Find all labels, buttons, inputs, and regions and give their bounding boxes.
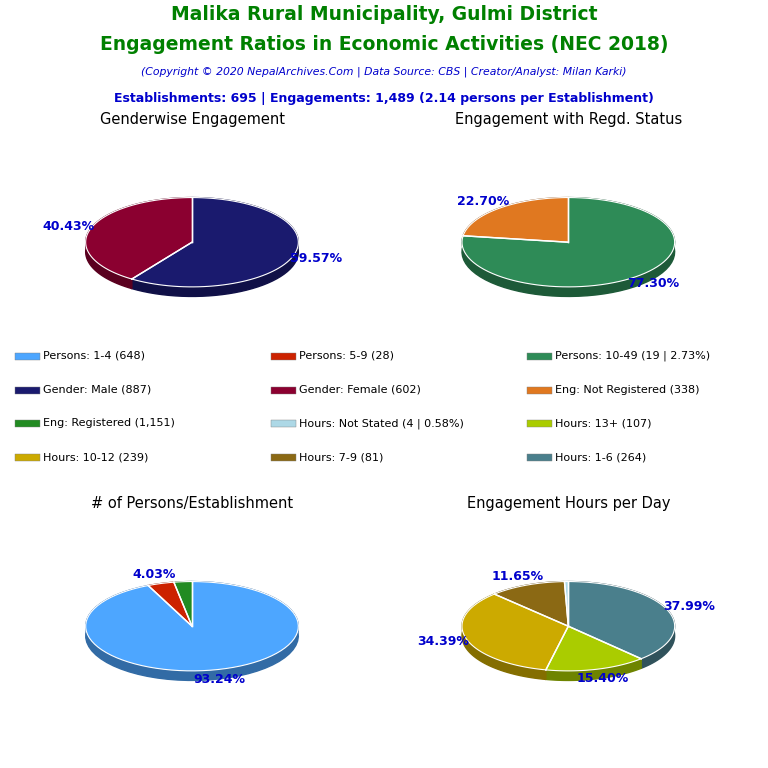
Text: 4.03%: 4.03% xyxy=(132,568,176,581)
Text: 77.30%: 77.30% xyxy=(627,277,679,290)
Text: Engagement Ratios in Economic Activities (NEC 2018): Engagement Ratios in Economic Activities… xyxy=(100,35,668,54)
Text: Hours: Not Stated (4 | 0.58%): Hours: Not Stated (4 | 0.58%) xyxy=(299,419,464,429)
Text: Eng: Not Registered (338): Eng: Not Registered (338) xyxy=(555,385,700,395)
Bar xyxy=(271,421,296,427)
Polygon shape xyxy=(564,581,568,626)
Polygon shape xyxy=(132,197,298,296)
Text: Hours: 1-6 (264): Hours: 1-6 (264) xyxy=(555,452,646,462)
Bar xyxy=(528,386,551,393)
Text: Engagement with Regd. Status: Engagement with Regd. Status xyxy=(455,111,682,127)
Polygon shape xyxy=(495,581,568,626)
Text: 40.43%: 40.43% xyxy=(42,220,94,233)
Text: 34.39%: 34.39% xyxy=(418,634,469,647)
Text: Malika Rural Municipality, Gulmi District: Malika Rural Municipality, Gulmi Distric… xyxy=(170,5,598,24)
Text: Hours: 10-12 (239): Hours: 10-12 (239) xyxy=(43,452,148,462)
Polygon shape xyxy=(568,581,674,668)
Polygon shape xyxy=(148,582,174,595)
Bar xyxy=(271,455,296,461)
Bar xyxy=(15,455,40,461)
Text: # of Persons/Establishment: # of Persons/Establishment xyxy=(91,495,293,511)
Text: (Copyright © 2020 NepalArchives.Com | Data Source: CBS | Creator/Analyst: Milan : (Copyright © 2020 NepalArchives.Com | Da… xyxy=(141,67,627,78)
Polygon shape xyxy=(174,581,192,592)
Text: Persons: 10-49 (19 | 2.73%): Persons: 10-49 (19 | 2.73%) xyxy=(555,351,710,361)
Bar xyxy=(528,353,551,359)
Polygon shape xyxy=(86,197,192,289)
Text: 93.24%: 93.24% xyxy=(194,673,245,686)
Text: 11.65%: 11.65% xyxy=(492,570,544,583)
Text: 22.70%: 22.70% xyxy=(457,194,510,207)
Text: Gender: Female (602): Gender: Female (602) xyxy=(299,385,421,395)
Polygon shape xyxy=(463,197,568,245)
Text: 59.57%: 59.57% xyxy=(290,252,342,265)
Bar xyxy=(15,353,40,359)
Polygon shape xyxy=(546,659,641,680)
Polygon shape xyxy=(495,581,564,604)
Text: Eng: Registered (1,151): Eng: Registered (1,151) xyxy=(43,419,175,429)
Polygon shape xyxy=(564,581,568,591)
Text: Persons: 5-9 (28): Persons: 5-9 (28) xyxy=(299,351,394,361)
Bar xyxy=(15,386,40,393)
Polygon shape xyxy=(174,581,192,626)
Text: Persons: 1-4 (648): Persons: 1-4 (648) xyxy=(43,351,145,361)
Polygon shape xyxy=(546,626,641,671)
Text: Engagement Hours per Day: Engagement Hours per Day xyxy=(467,495,670,511)
Polygon shape xyxy=(462,594,546,680)
Bar xyxy=(528,455,551,461)
Polygon shape xyxy=(568,581,674,659)
Polygon shape xyxy=(462,594,568,670)
Polygon shape xyxy=(148,582,192,626)
Text: Gender: Male (887): Gender: Male (887) xyxy=(43,385,151,395)
Text: 15.40%: 15.40% xyxy=(577,672,629,685)
Polygon shape xyxy=(86,581,298,671)
Bar xyxy=(271,353,296,359)
Bar xyxy=(271,386,296,393)
Text: Genderwise Engagement: Genderwise Engagement xyxy=(100,111,284,127)
Polygon shape xyxy=(132,197,298,287)
Polygon shape xyxy=(86,581,298,680)
Polygon shape xyxy=(462,197,674,296)
Text: Hours: 7-9 (81): Hours: 7-9 (81) xyxy=(299,452,383,462)
Bar xyxy=(15,421,40,427)
Text: Hours: 13+ (107): Hours: 13+ (107) xyxy=(555,419,651,429)
Polygon shape xyxy=(86,197,192,279)
Text: Establishments: 695 | Engagements: 1,489 (2.14 persons per Establishment): Establishments: 695 | Engagements: 1,489… xyxy=(114,92,654,105)
Text: 37.99%: 37.99% xyxy=(663,600,715,613)
Bar xyxy=(528,421,551,427)
Polygon shape xyxy=(462,197,674,287)
Polygon shape xyxy=(463,197,568,242)
